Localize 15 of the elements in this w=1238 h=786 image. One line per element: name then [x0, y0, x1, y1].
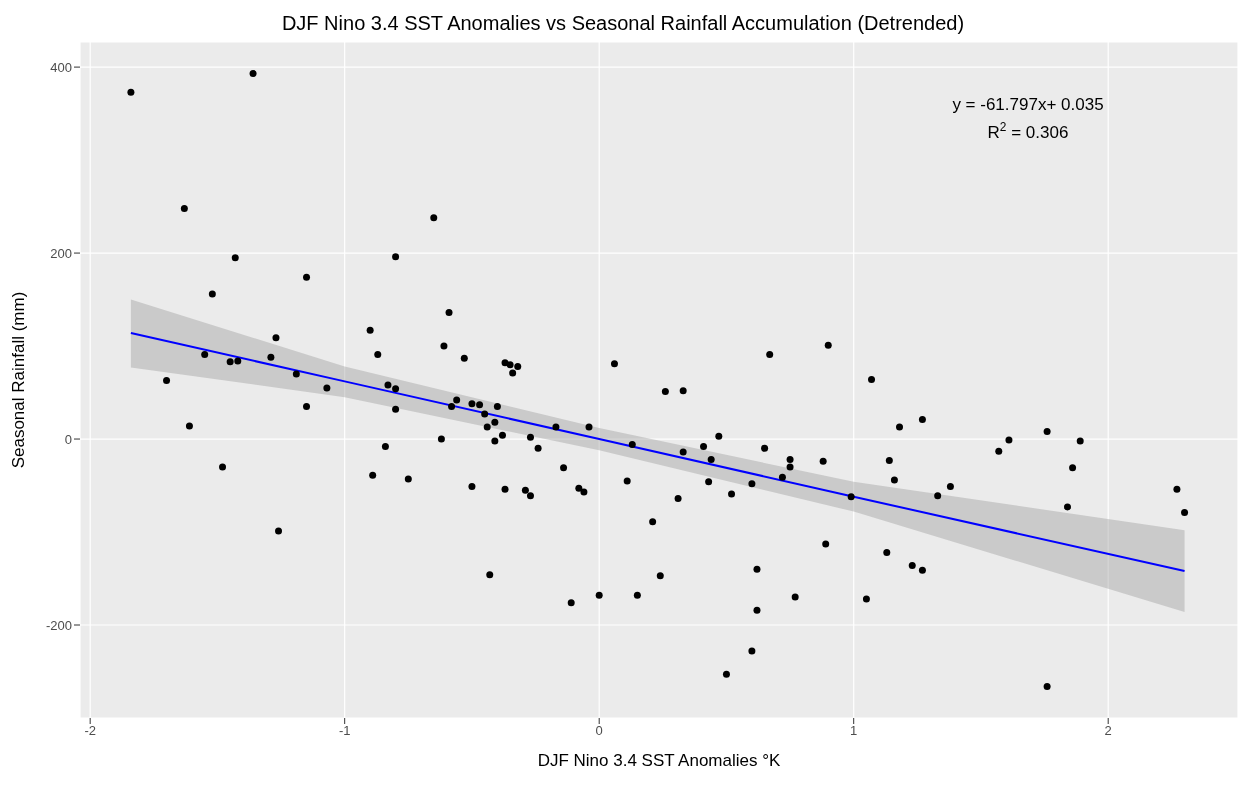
annotation: y = -61.797x+ 0.035: [952, 95, 1104, 114]
y-tick-label: 0: [64, 431, 72, 447]
x-tick-label: 1: [850, 723, 858, 739]
y-tick-label: -200: [45, 617, 72, 633]
chart-title: DJF Nino 3.4 SST Anomalies vs Seasonal Rainfall Accumulation (Detrended): [280, 11, 966, 36]
y-axis-title: Seasonal Rainfall (mm): [9, 291, 29, 469]
line-series: [129, 332, 1186, 573]
x-tick-label: -2: [84, 723, 96, 739]
annotation: R$^{2}$ = 0.306: [987, 120, 1069, 142]
y-tick-label: 400: [50, 59, 72, 75]
y-tick-label: 200: [50, 245, 72, 261]
x-tick-label: 2: [1104, 723, 1112, 739]
x-tick-label: -1: [338, 723, 351, 739]
x-tick-label: 0: [595, 723, 603, 739]
x-axis-title: DJF Nino 3.4 SST Anomalies °K: [537, 751, 782, 770]
